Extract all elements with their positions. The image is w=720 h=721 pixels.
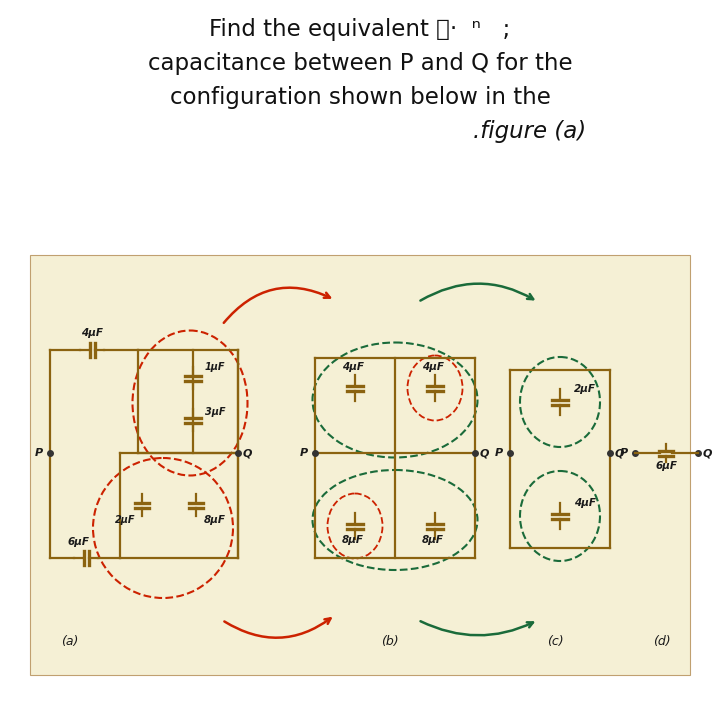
- Text: configuration shown below in the: configuration shown below in the: [170, 86, 550, 109]
- Text: Q: Q: [615, 448, 624, 458]
- Text: P: P: [35, 448, 43, 458]
- Text: Q: Q: [243, 448, 253, 458]
- Text: 8µF: 8µF: [342, 535, 364, 545]
- Text: Q: Q: [703, 448, 713, 458]
- Text: 8µF: 8µF: [204, 515, 226, 525]
- Text: (a): (a): [61, 635, 78, 648]
- Text: (c): (c): [546, 635, 563, 648]
- Text: 3µF: 3µF: [205, 407, 225, 417]
- Text: capacitance between P and Q for the: capacitance between P and Q for the: [148, 52, 572, 75]
- Text: (b): (b): [381, 635, 399, 648]
- Text: P: P: [495, 448, 503, 458]
- Text: Q: Q: [480, 448, 490, 458]
- Text: P: P: [300, 448, 308, 458]
- Text: (d): (d): [653, 635, 671, 648]
- Text: 8µF: 8µF: [422, 535, 444, 545]
- Text: 6µF: 6µF: [67, 537, 89, 547]
- Text: Find the equivalent ⨿·  ⁿ   ;: Find the equivalent ⨿· ⁿ ;: [210, 18, 510, 41]
- Text: P: P: [620, 448, 628, 458]
- Text: 4µF: 4µF: [342, 362, 364, 372]
- Text: 2µF: 2µF: [114, 515, 135, 525]
- Text: 1µF: 1µF: [205, 362, 225, 372]
- Text: 4µF: 4µF: [422, 362, 444, 372]
- FancyBboxPatch shape: [30, 255, 690, 675]
- Text: 4µF: 4µF: [574, 498, 596, 508]
- Text: 2µF: 2µF: [574, 384, 596, 394]
- Text: .figure (a): .figure (a): [474, 120, 587, 143]
- Text: 6µF: 6µF: [655, 461, 677, 471]
- Text: 4µF: 4µF: [81, 328, 103, 338]
